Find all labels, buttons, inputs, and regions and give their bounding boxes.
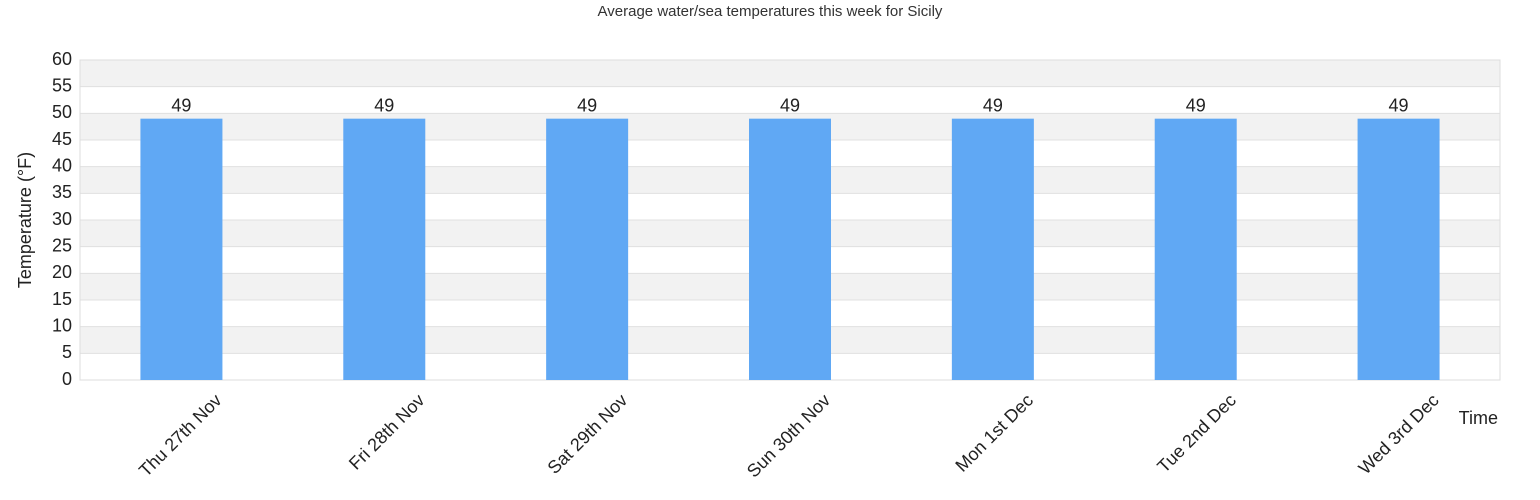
data-label: 49 [983,95,1003,115]
bar [951,118,1034,381]
y-tick-label: 35 [52,182,72,202]
chart-title: Average water/sea temperatures this week… [598,3,943,20]
y-tick-label: 0 [62,369,72,389]
x-tick-label: Wed 3rd Dec [1355,390,1443,478]
y-tick-label: 25 [52,235,72,255]
grid-band [80,60,1500,87]
y-tick-label: 60 [52,49,72,69]
x-tick-label: Sun 30th Nov [743,390,834,481]
y-tick-label: 15 [52,289,72,309]
bar [343,118,426,381]
x-tick-label: Mon 1st Dec [951,390,1037,476]
bar [1154,118,1237,381]
data-label: 49 [780,95,800,115]
y-tick-label: 5 [62,342,72,362]
y-tick-label: 30 [52,209,72,229]
x-axis-label: Time [1459,408,1498,428]
bar [546,118,629,381]
y-axis-label: Temperature (°F) [15,152,35,288]
x-tick-label: Thu 27th Nov [135,390,226,481]
y-tick-label: 45 [52,129,72,149]
y-tick-label: 50 [52,102,72,122]
data-label: 49 [1186,95,1206,115]
bar [140,118,223,381]
data-label: 49 [577,95,597,115]
bar [1357,118,1440,381]
y-tick-label: 20 [52,262,72,282]
bar [749,118,831,381]
x-tick-label: Tue 2nd Dec [1153,390,1240,477]
y-tick-label: 55 [52,75,72,95]
y-tick-label: 10 [52,315,72,335]
data-label: 49 [1389,95,1409,115]
y-tick-label: 40 [52,155,72,175]
data-label: 49 [171,95,191,115]
data-label: 49 [374,95,394,115]
x-tick-label: Fri 28th Nov [345,390,428,473]
x-tick-label: Sat 29th Nov [544,390,632,478]
